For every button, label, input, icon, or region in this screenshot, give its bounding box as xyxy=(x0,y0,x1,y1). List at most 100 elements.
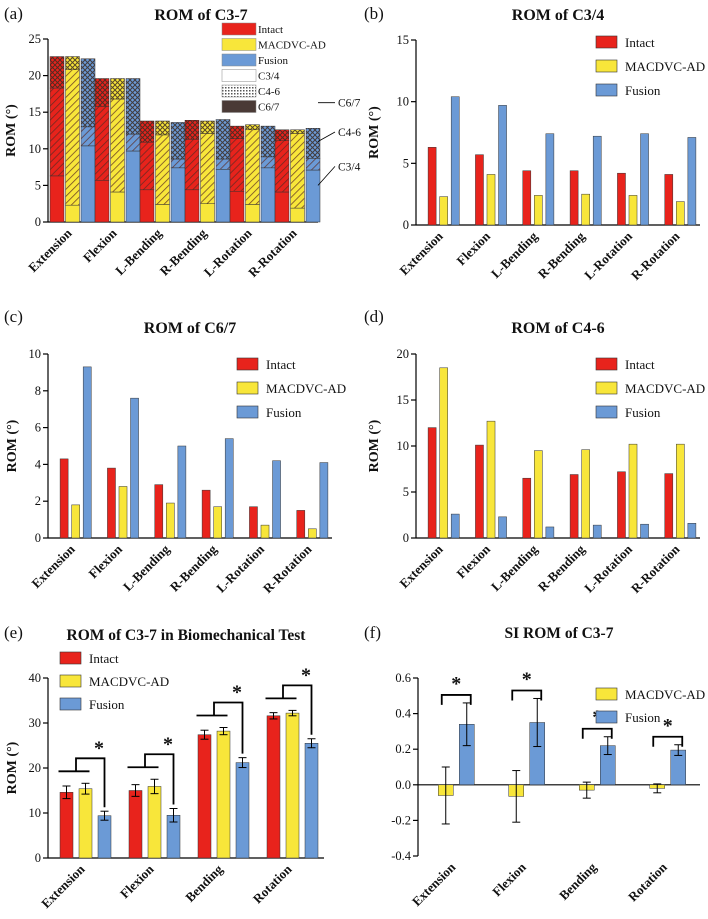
bar-macdvcad xyxy=(216,730,231,859)
panel-f-chart: SI ROM of C3-7-0.4-0.20.00.20.40.6****Ex… xyxy=(391,625,705,909)
stacked-bar-c34 xyxy=(184,189,200,223)
stacked-bar-c34 xyxy=(125,150,141,223)
bar-macdvcad xyxy=(676,201,685,226)
legend-swatch xyxy=(59,674,82,688)
legend-swatch xyxy=(221,100,257,113)
sig-bracket xyxy=(282,684,313,735)
legend-label: Intact xyxy=(625,357,655,372)
legend-swatch xyxy=(59,651,82,665)
legend-swatch xyxy=(595,35,618,49)
y-tick-label: -0.4 xyxy=(391,849,412,863)
bar-macdvcad xyxy=(581,449,590,539)
stacked-bar-c67-hatch xyxy=(65,56,80,70)
y-tick-label: 10 xyxy=(397,439,410,453)
stacked-bar-c46-hatch xyxy=(185,139,199,190)
x-tick-label: R-Bending xyxy=(535,228,588,281)
y-tick-label: 10 xyxy=(29,806,42,820)
legend-label: Fusion xyxy=(258,55,288,67)
sig-bracket xyxy=(581,727,613,739)
stacked-bar-c46-hatch xyxy=(230,138,244,192)
y-tick-label: 40 xyxy=(29,671,42,685)
stacked-bar-c34 xyxy=(245,204,260,223)
legend-swatch xyxy=(221,69,257,82)
stacked-bar-c46-hatch xyxy=(290,133,305,209)
panel-a-chart: ROM of C3-7 0 5 10 15 20 25 ROM (°) Extension Fle… xyxy=(4,7,361,280)
stacked-bar-c46-hatch xyxy=(155,134,170,205)
bar-macdvcad xyxy=(628,443,638,539)
legend-label: C4-6 xyxy=(258,86,281,98)
x-tick-label: Flexion xyxy=(489,859,529,899)
stacked-bar-c34 xyxy=(290,207,305,223)
bar-intact xyxy=(617,172,626,226)
bar-fusion xyxy=(304,743,319,859)
bar-intact xyxy=(664,473,674,539)
y-axis-label: ROM (°) xyxy=(367,419,382,472)
panel-c-chart: ROM of C6/7 0 2 4 6 8 10 ROM (°) Extension Flexio… xyxy=(5,320,346,596)
y-tick-label: 5 xyxy=(35,178,41,192)
x-tick-label: L-Bending xyxy=(120,541,173,594)
panel-label-f: (f) xyxy=(364,623,381,642)
stacked-bar-c46-hatch xyxy=(65,69,80,206)
significance-star: * xyxy=(663,715,673,737)
bar-fusion xyxy=(640,133,649,226)
legend-swatch xyxy=(221,22,257,36)
stacked-bar-c34 xyxy=(260,167,276,223)
y-tick-label: 15 xyxy=(397,393,410,407)
x-tick-label: Rotation xyxy=(250,861,295,906)
legend-label: MACDVC-AD xyxy=(258,40,326,52)
y-tick-label: 30 xyxy=(29,716,42,730)
y-axis-label: ROM (°) xyxy=(5,419,20,472)
y-axis-label: ROM (°) xyxy=(4,104,19,157)
x-tick-label: Extension xyxy=(409,859,459,909)
stacked-bar-c46-hatch xyxy=(306,158,320,171)
stacked-bar-c46-hatch xyxy=(50,88,64,176)
stacked-bar-c34 xyxy=(305,169,321,223)
panel-b-chart: ROM of C3/4 0 5 10 15 ROM (°) Extension Flexion… xyxy=(367,7,705,283)
stacked-bar-c67-hatch xyxy=(306,128,320,159)
y-tick-label: 0.4 xyxy=(395,707,411,721)
segment-annotation: C6/7 xyxy=(338,98,361,110)
sig-bracket xyxy=(440,694,472,705)
x-tick-label: Flexion xyxy=(80,225,120,265)
x-tick-label: L-Bending xyxy=(488,541,541,594)
legend-label: Fusion xyxy=(625,710,661,725)
bar-intact xyxy=(59,792,74,859)
stacked-bar-c34 xyxy=(94,180,110,223)
legend-swatch xyxy=(221,53,257,67)
legend-label: MACDVC-AD xyxy=(266,381,346,396)
bar-intact xyxy=(664,174,674,226)
stacked-bar-c46-hatch xyxy=(245,129,260,205)
stacked-bar-c46-hatch xyxy=(261,156,275,168)
stacked-bar-c46-hatch xyxy=(140,142,154,190)
segment-annotation: C3/4 xyxy=(338,161,361,173)
bar-intact xyxy=(128,790,143,859)
bar-fusion xyxy=(97,815,112,859)
y-tick-label: 10 xyxy=(397,95,410,109)
y-tick-label: 10 xyxy=(29,142,42,156)
stacked-bar-c46-hatch xyxy=(200,133,215,204)
legend-label: C3/4 xyxy=(258,71,280,83)
x-tick-label: Flexion xyxy=(85,541,125,581)
stacked-bar-c34 xyxy=(274,191,290,223)
bar-fusion xyxy=(498,105,507,226)
x-tick-label: R-Bending xyxy=(535,541,588,594)
stacked-bar-c34 xyxy=(49,175,65,223)
stacked-bar-c67-hatch xyxy=(140,120,154,143)
y-tick-label: 15 xyxy=(29,105,42,119)
x-tick-label: R-Rotation xyxy=(245,225,300,280)
legend-label: Fusion xyxy=(625,83,661,98)
bar-fusion xyxy=(687,523,697,539)
stacked-bar-c46-hatch xyxy=(81,126,95,146)
panel-label-c: (c) xyxy=(4,307,23,326)
y-tick-label: 20 xyxy=(29,761,42,775)
bar-macdvcad xyxy=(676,443,685,539)
sig-bracket xyxy=(652,735,684,747)
stacked-bar-c67-hatch xyxy=(95,78,109,107)
bar-intact xyxy=(522,477,532,539)
bar-intact xyxy=(201,489,211,539)
bar-macdvcad xyxy=(78,788,93,859)
bar-fusion xyxy=(82,366,92,539)
chart-title: ROM of C3-7 xyxy=(154,7,247,24)
x-tick-label: R-Rotation xyxy=(260,541,315,596)
y-axis-label: ROM (°) xyxy=(367,106,382,159)
